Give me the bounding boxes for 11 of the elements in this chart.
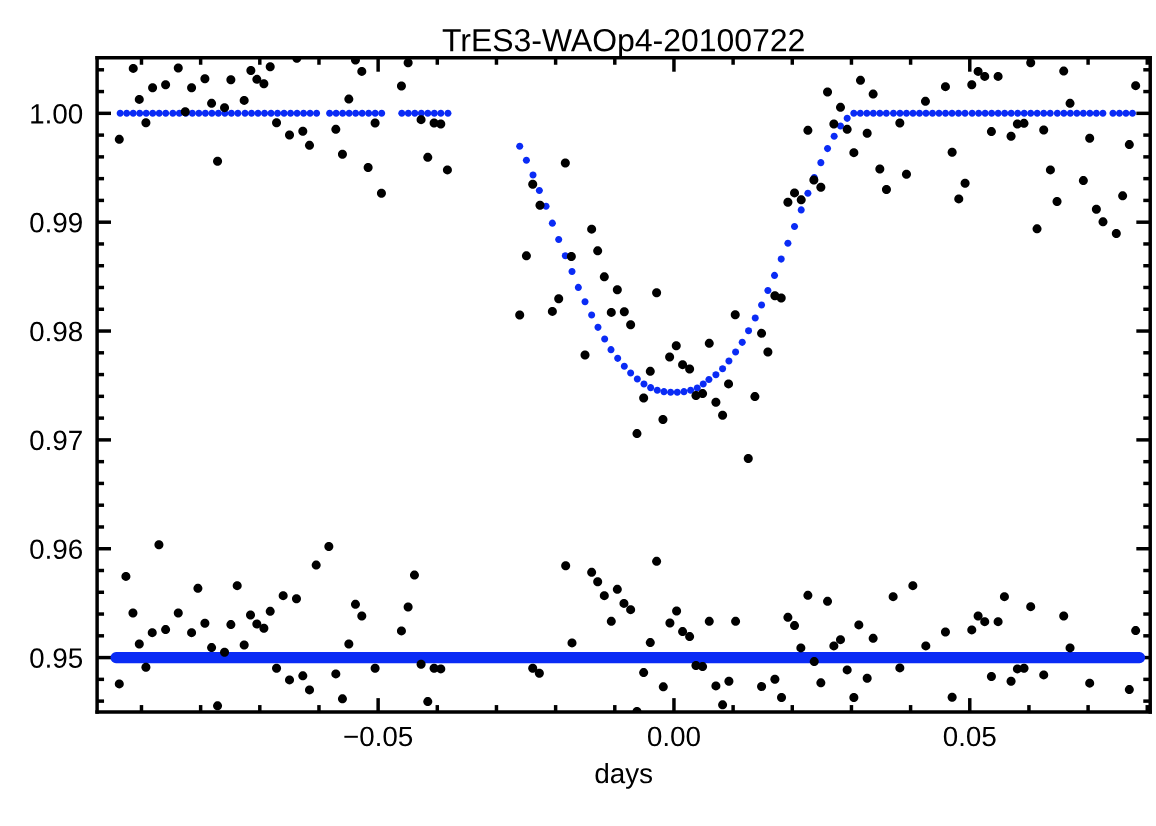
- x-tick-label: 0.05: [943, 726, 996, 747]
- y-tick-label: 0.99: [30, 212, 82, 233]
- chart-title: TrES3-WAOp4-20100722: [442, 28, 804, 58]
- y-tick-label: 0.98: [30, 321, 83, 342]
- x-tick-label: 0.00: [648, 726, 700, 747]
- y-tick-label: 0.97: [30, 430, 82, 451]
- x-axis-title: days: [595, 762, 652, 789]
- x-tick-label: −0.05: [344, 726, 413, 747]
- y-tick-label: 0.96: [30, 539, 82, 560]
- y-tick-label: 1.00: [31, 104, 83, 124]
- y-tick-label: 0.95: [30, 648, 83, 668]
